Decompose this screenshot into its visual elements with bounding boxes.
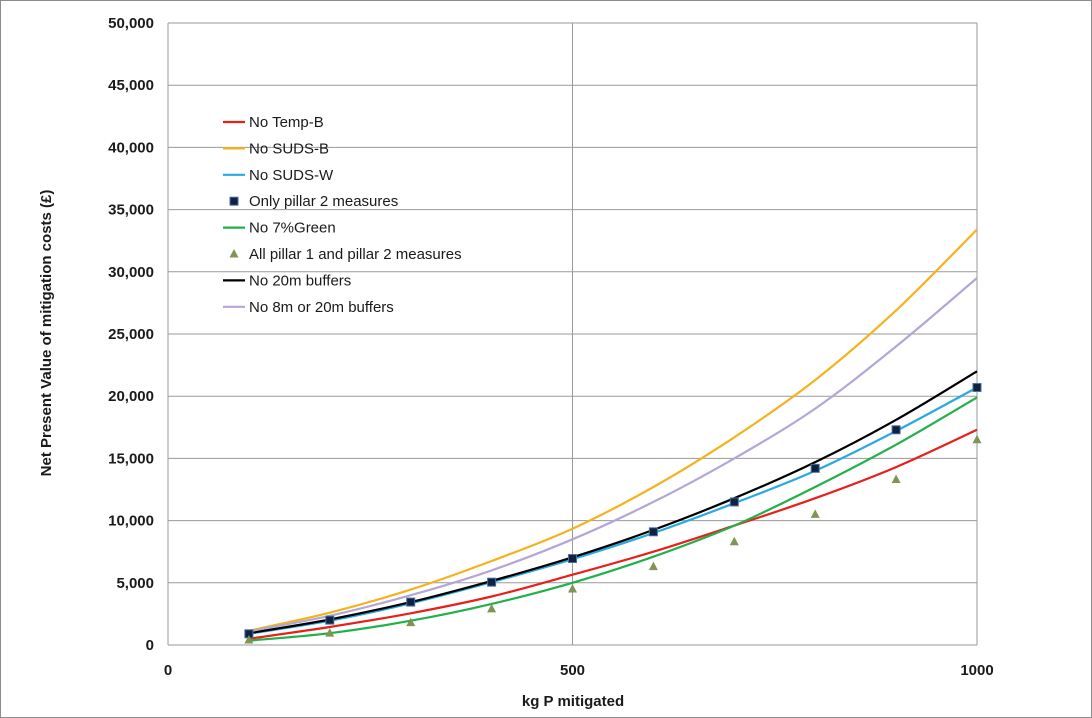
data-point-all-pillar-1-and-pillar-2-measures	[487, 603, 497, 613]
series-layer	[244, 228, 982, 644]
legend-label-no-suds-w: No SUDS-W	[249, 167, 334, 184]
legend: No Temp-B No SUDS-B No SUDS-W Only pillar 2…	[223, 114, 462, 316]
data-point-only-pillar-2-measures	[568, 554, 577, 564]
data-point-only-pillar-2-measures	[406, 597, 416, 607]
data-point-all-pillar-1-and-pillar-2-measures	[406, 617, 416, 627]
data-point-only-pillar-2-measures	[972, 382, 982, 392]
data-point-only-pillar-2-measures	[648, 527, 658, 537]
y-tick-label: 40,000	[108, 139, 154, 156]
y-tick-label: 20,000	[108, 388, 154, 405]
grid-layer	[167, 22, 978, 646]
data-point-all-pillar-1-and-pillar-2-measures	[325, 628, 335, 637]
data-point-only-pillar-2-measures	[810, 463, 820, 473]
data-point-all-pillar-1-and-pillar-2-measures	[648, 561, 658, 571]
data-point-only-pillar-2-measures	[891, 425, 901, 435]
data-point-all-pillar-1-and-pillar-2-measures	[972, 434, 982, 444]
data-point-only-pillar-2-measures	[729, 497, 739, 507]
legend-label-no-20m-buffers: No 20m buffers	[249, 272, 351, 289]
data-point-only-pillar-2-measures	[325, 615, 335, 625]
legend-swatch-only-pillar-2-measures	[229, 196, 239, 206]
x-tick-label: 1000	[960, 662, 993, 679]
legend-label-no-7-green: No 7%Green	[249, 220, 336, 237]
series-line-no-8m-or-20m-buffers	[248, 277, 978, 633]
series-line-no-temp-b	[248, 428, 978, 640]
x-tick-label: 500	[560, 662, 585, 679]
y-tick-label: 0	[146, 637, 154, 654]
data-point-all-pillar-1-and-pillar-2-measures	[568, 584, 577, 593]
data-point-all-pillar-1-and-pillar-2-measures	[891, 474, 901, 484]
y-tick-label: 45,000	[108, 77, 154, 94]
data-point-all-pillar-1-and-pillar-2-measures	[810, 509, 820, 518]
y-tick-label: 25,000	[108, 326, 154, 343]
legend-label-all-pillar-1-and-pillar-2-measures: All pillar 1 and pillar 2 measures	[249, 246, 462, 263]
series-line-no-7-green	[248, 396, 978, 642]
data-point-all-pillar-1-and-pillar-2-measures	[244, 635, 254, 644]
series-line-no-suds-b	[248, 228, 978, 632]
legend-label-no-temp-b: No Temp-B	[249, 114, 324, 131]
x-tick-label: 0	[164, 662, 172, 679]
legend-label-only-pillar-2-measures: Only pillar 2 measures	[249, 193, 398, 210]
y-tick-label: 35,000	[108, 202, 154, 219]
y-tick-label: 5,000	[116, 575, 154, 592]
data-point-only-pillar-2-measures	[487, 577, 497, 587]
series-line-no-20m-buffers	[248, 370, 978, 635]
data-point-all-pillar-1-and-pillar-2-measures	[729, 536, 739, 546]
x-axis-title: kg P mitigated	[522, 693, 624, 710]
legend-label-no-suds-b: No SUDS-B	[249, 140, 329, 157]
y-tick-label: 50,000	[108, 15, 154, 32]
y-axis-title: Net Present Value of mitigation costs (£…	[38, 190, 55, 477]
y-tick-label: 30,000	[108, 264, 154, 281]
y-tick-label: 10,000	[108, 513, 154, 530]
axis-layer: kg P mitigated Net Present Value of miti…	[38, 15, 994, 710]
legend-swatch-all-pillar-1-and-pillar-2-measures	[229, 249, 239, 258]
y-tick-label: 15,000	[108, 450, 154, 467]
legend-label-no-8m-or-20m-buffers: No 8m or 20m buffers	[249, 299, 394, 316]
series-line-no-suds-w	[248, 386, 978, 635]
